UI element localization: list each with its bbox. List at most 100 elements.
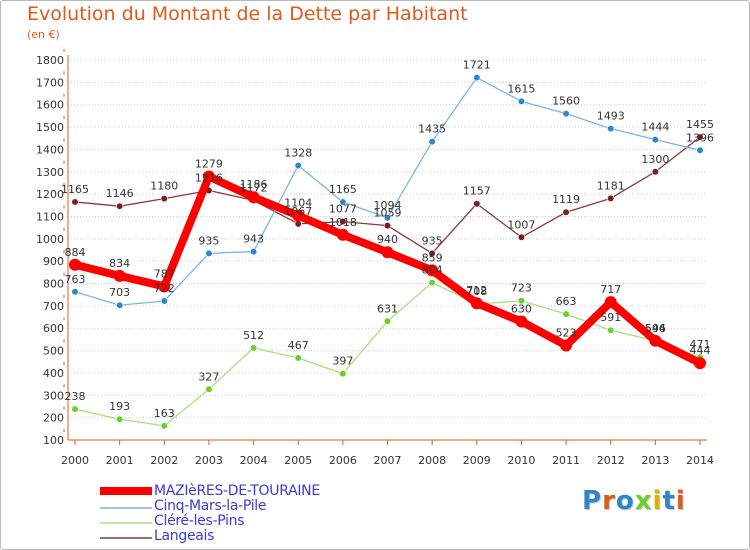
- series-point-1: [160, 297, 168, 305]
- series-point-0: [158, 280, 171, 293]
- data-label: 1444: [641, 121, 669, 134]
- series-point-0: [336, 228, 349, 241]
- data-label: 1435: [418, 123, 446, 136]
- legend-label-langeais: Langeais: [154, 528, 215, 544]
- y-tick-label: 1200: [36, 188, 64, 201]
- legend-item-clere: Cléré-les-Pins: [100, 513, 400, 529]
- x-tick-label: 2004: [240, 454, 268, 467]
- series-point-3: [428, 249, 436, 257]
- data-label: 512: [243, 329, 264, 342]
- x-tick-label: 2010: [507, 454, 535, 467]
- x-tick-label: 2005: [284, 454, 312, 467]
- axes: 1002003004005006007008009001000110012001…: [36, 49, 714, 467]
- data-label: 804: [422, 264, 443, 277]
- x-tick-label: 2007: [374, 454, 402, 467]
- x-tick-label: 2009: [463, 454, 491, 467]
- y-tick-label: 100: [43, 434, 64, 447]
- data-label: 1094: [374, 199, 402, 212]
- data-label: 631: [377, 302, 398, 315]
- y-tick-label: 1400: [36, 143, 64, 156]
- data-label: 1119: [552, 193, 580, 206]
- x-tick-label: 2013: [641, 454, 669, 467]
- data-label: 523: [556, 326, 577, 339]
- data-label: 1328: [284, 147, 312, 160]
- legend-swatch-mazieres: [100, 487, 152, 495]
- data-label: 1396: [686, 131, 714, 144]
- legend-swatch-langeais: [100, 537, 152, 539]
- series-point-0: [247, 191, 260, 204]
- data-label: 723: [511, 282, 532, 295]
- series-point-1: [473, 74, 481, 82]
- data-label: 1186: [240, 178, 268, 191]
- series-point-1: [339, 198, 347, 206]
- data-label: 859: [422, 251, 443, 264]
- data-label: 471: [690, 338, 711, 351]
- series-point-3: [607, 194, 615, 202]
- series-point-3: [383, 222, 392, 230]
- data-label: 327: [198, 370, 219, 383]
- data-label: 193: [109, 400, 130, 413]
- series-point-3: [651, 168, 659, 176]
- series-point-1: [696, 146, 704, 154]
- data-label: 444: [690, 344, 711, 357]
- series-point-3: [339, 218, 347, 226]
- data-label: 1077: [329, 203, 357, 216]
- chart-subtitle: (en €): [27, 28, 60, 41]
- x-tick-label: 2003: [195, 454, 223, 467]
- legend-swatch-cinq-mars: [100, 507, 152, 509]
- data-labels: 884 834 787 1279 1186 1104 1018 940 859 712 630 523…: [61, 59, 714, 420]
- y-tick-label: 1700: [36, 76, 64, 89]
- y-tick-label: 1600: [36, 99, 64, 112]
- legend-item-langeais: Langeais: [100, 528, 400, 544]
- data-label: 787: [154, 267, 175, 280]
- series-point-2: [249, 344, 258, 352]
- series-point-0: [202, 170, 215, 183]
- series-point-2: [428, 279, 436, 287]
- data-label: 397: [332, 355, 353, 368]
- series-point-1: [428, 137, 436, 146]
- data-label: 544: [645, 322, 666, 335]
- y-tick-label: 1800: [36, 54, 64, 67]
- series-point-0: [604, 296, 617, 309]
- series-point-0: [649, 334, 662, 347]
- series-point-3: [116, 202, 124, 210]
- series-point-2: [383, 317, 392, 325]
- x-tick-label: 2001: [106, 454, 134, 467]
- legend-label-cinq-mars: Cinq-Mars-la-Pile: [154, 498, 267, 514]
- legend-swatch-clere: [100, 522, 152, 524]
- series-point-1: [651, 135, 659, 144]
- y-tick-label: 800: [43, 278, 64, 291]
- proxiti-logo: Proxiti: [582, 486, 686, 516]
- x-tick-label: 2006: [329, 454, 357, 467]
- data-label: 722: [154, 282, 175, 295]
- data-label: 703: [109, 286, 130, 299]
- series-point-0: [113, 269, 126, 282]
- series-point-3: [562, 208, 570, 216]
- data-label: 663: [556, 295, 577, 308]
- series-point-1: [116, 301, 124, 309]
- y-tick-label: 900: [43, 255, 64, 268]
- legend-label-clere: Cléré-les-Pins: [154, 513, 245, 529]
- data-label: 884: [65, 246, 86, 259]
- series-point-0: [560, 339, 573, 352]
- series-point-3: [517, 233, 526, 241]
- data-label: 1493: [597, 110, 625, 123]
- series-point-1: [383, 214, 392, 222]
- data-label: 712: [466, 284, 487, 297]
- data-label: 1216: [195, 172, 223, 185]
- data-label: 1615: [507, 82, 535, 95]
- data-label: 708: [466, 285, 487, 298]
- series-point-0: [694, 357, 706, 370]
- series-point-2: [517, 297, 526, 305]
- y-tick-label: 300: [43, 389, 64, 402]
- x-tick-label: 2011: [552, 454, 580, 467]
- series-point-1: [71, 288, 79, 296]
- series-point-2: [71, 405, 79, 413]
- series-point-0: [292, 209, 305, 222]
- series-point-1: [517, 97, 526, 105]
- y-tick-label: 200: [43, 412, 64, 425]
- series-point-3: [473, 200, 481, 208]
- series-point-1: [562, 110, 570, 118]
- series-point-0: [381, 246, 394, 259]
